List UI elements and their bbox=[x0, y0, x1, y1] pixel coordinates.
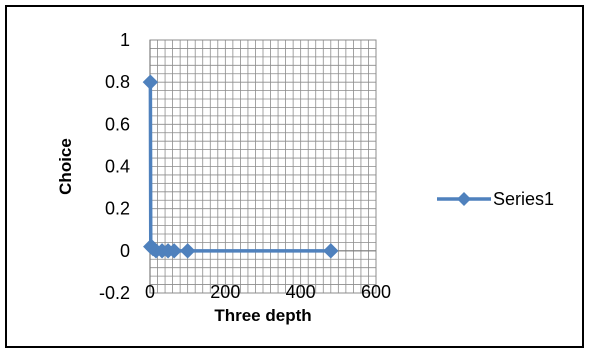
data-point bbox=[142, 74, 159, 90]
y-tick-label: 0.4 bbox=[105, 157, 130, 177]
y-tick-label: -0.2 bbox=[99, 283, 130, 303]
x-tick-label: 400 bbox=[286, 282, 316, 302]
chart-svg: -0.2 0 0.2 0.4 0.6 0.8 1 0 200 400 600 Three depth… bbox=[56, 30, 554, 325]
series-layer bbox=[142, 74, 339, 259]
data-point bbox=[323, 243, 339, 259]
x-axis-title: Three depth bbox=[214, 306, 311, 325]
y-tick-label: 0.2 bbox=[105, 199, 130, 219]
tick-labels: -0.2 0 0.2 0.4 0.6 0.8 1 0 200 400 600 bbox=[99, 30, 391, 303]
legend-marker bbox=[457, 192, 471, 206]
x-tick-label: 600 bbox=[361, 282, 391, 302]
legend-label-series1: Series1 bbox=[493, 189, 554, 209]
y-axis-title: Choice bbox=[56, 138, 75, 195]
legend: Series1 bbox=[437, 189, 554, 209]
y-tick-label: 1 bbox=[120, 30, 130, 50]
y-tick-label: 0.6 bbox=[105, 114, 130, 134]
x-tick-label: 0 bbox=[145, 282, 155, 302]
grid bbox=[149, 39, 377, 294]
x-tick-label: 200 bbox=[210, 282, 240, 302]
y-tick-label: 0 bbox=[120, 241, 130, 261]
y-tick-label: 0.8 bbox=[105, 72, 130, 92]
data-point bbox=[179, 243, 196, 259]
data-point bbox=[166, 243, 182, 259]
chart-frame: -0.2 0 0.2 0.4 0.6 0.8 1 0 200 400 600 Three depth… bbox=[5, 5, 584, 348]
